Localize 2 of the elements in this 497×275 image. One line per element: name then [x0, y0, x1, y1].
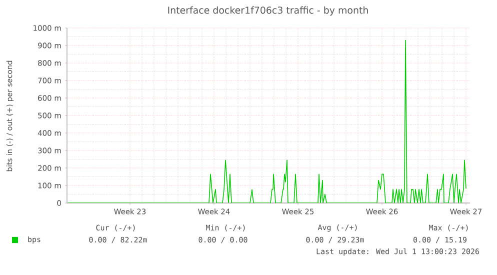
- chart-title: Interface docker1f706c3 traffic - by month: [168, 6, 368, 16]
- line-series: [68, 40, 466, 203]
